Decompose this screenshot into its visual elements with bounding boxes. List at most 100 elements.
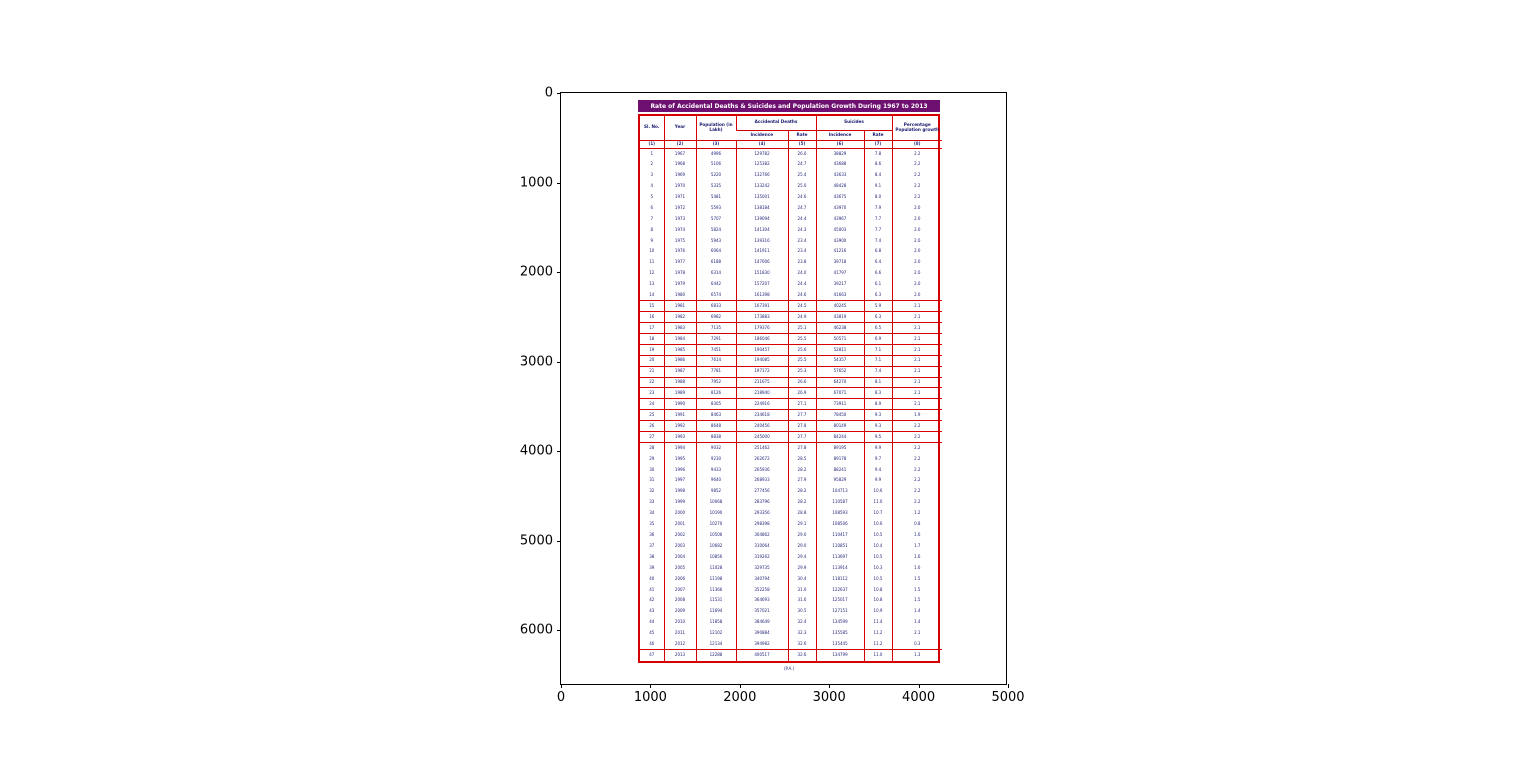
table-cell: 10.5 — [863, 529, 892, 541]
table-cell: 2011 — [663, 627, 696, 639]
table-cell: 0.3 — [891, 638, 942, 650]
table-cell: 46238 — [815, 322, 864, 334]
col-num-6: (6) — [815, 140, 864, 149]
table-cell: 43970 — [815, 202, 864, 214]
table-row: 23 1989 8126 218940 26.9 67071 8.3 2.1 — [640, 387, 942, 400]
table-cell: 24.6 — [787, 191, 816, 203]
table-cell: 132766 — [735, 169, 788, 181]
table-cell: 1.9 — [891, 409, 942, 422]
table-cell: 2.0 — [891, 213, 942, 225]
table-cell: 11198 — [695, 573, 736, 585]
table-cell: 25 — [640, 409, 664, 422]
table-row: 35 2001 10270 298398 29.1 108506 10.6 0.8 — [640, 518, 942, 530]
table-cell: 2013 — [663, 649, 696, 661]
y-tick-label: 4000 — [519, 443, 553, 459]
table-cell: 7.4 — [863, 235, 892, 247]
x-tick-mark — [1008, 684, 1009, 688]
table-cell: 2.2 — [891, 486, 942, 497]
table-cell: 11.0 — [863, 649, 892, 661]
table-row: 22 1988 7952 211675 26.6 64270 8.1 2.1 — [640, 376, 942, 389]
table-cell: 43900 — [815, 235, 864, 247]
table-cell: 9.3 — [863, 409, 892, 422]
table-cell: 245000 — [735, 431, 788, 443]
table-cell: 2.2 — [891, 180, 942, 192]
table-cell: 2009 — [663, 606, 696, 617]
table-cell: 1.6 — [891, 562, 942, 574]
table-cell: 1.5 — [891, 584, 942, 596]
table-cell: 9.1 — [863, 180, 892, 192]
table-cell: 2004 — [663, 551, 696, 563]
table-cell: 28.2 — [787, 497, 816, 508]
table-cell: 12134 — [695, 638, 736, 650]
table-cell: 1.4 — [891, 606, 942, 617]
table-cell: 7451 — [695, 343, 736, 356]
col-num-3: (3) — [695, 140, 736, 149]
table-cell: 25.5 — [787, 354, 816, 367]
x-tick-label: 1000 — [633, 690, 667, 705]
table-row: 46 2012 12134 394982 32.6 135445 11.2 0.3 — [640, 638, 942, 650]
table-cell: 1991 — [663, 409, 696, 422]
table-cell: 364693 — [735, 595, 788, 607]
table-cell: 28.5 — [787, 453, 816, 465]
y-tick-mark — [557, 182, 561, 184]
table-cell: 1994 — [663, 442, 696, 454]
table-row: 20 1986 7614 194085 25.5 54357 7.1 2.1 — [640, 354, 942, 367]
table-cell: 7.7 — [863, 224, 892, 236]
table-cell: 5824 — [695, 224, 736, 236]
table-cell: 18 — [640, 332, 664, 345]
table-cell: 141911 — [735, 246, 788, 258]
table-cell: 135001 — [735, 191, 788, 203]
table-body: 1 1967 4996 129782 26.0 38829 7.8 2.2 2 1968 5106 1… — [640, 148, 942, 661]
table-cell: 22 — [640, 376, 664, 389]
table-cell: 234618 — [735, 409, 788, 422]
table-cell: 73911 — [815, 398, 864, 411]
table-cell: 9230 — [695, 453, 736, 465]
table-cell: 6314 — [695, 267, 736, 279]
table-row: 21 1987 7781 197172 25.3 57652 7.4 2.1 — [640, 365, 942, 378]
table-cell: 262672 — [735, 453, 788, 465]
table-cell: 2008 — [663, 595, 696, 607]
table-cell: 2003 — [663, 540, 696, 552]
col-num-7: (7) — [863, 140, 892, 149]
y-tick-mark — [557, 540, 561, 542]
table-cell: 1.6 — [891, 529, 942, 541]
table-cell: 54357 — [815, 354, 864, 367]
table-cell: 7.1 — [863, 354, 892, 367]
table-cell: 64270 — [815, 376, 864, 389]
table-cell: 25.1 — [787, 322, 816, 334]
table-cell: 41663 — [815, 289, 864, 301]
table-cell: 10190 — [695, 507, 736, 519]
table-cell: 24.7 — [787, 158, 816, 170]
table-cell: 5707 — [695, 213, 736, 225]
table-cell: 218940 — [735, 387, 788, 400]
table-cell: 384649 — [735, 616, 788, 628]
table-cell: 8.3 — [863, 387, 892, 400]
x-tick-label: 0 — [556, 690, 566, 705]
table-cell: 42 — [649, 597, 655, 603]
x-tick-mark — [739, 684, 741, 688]
table-cell: 157207 — [735, 278, 788, 290]
table-cell: 110417 — [815, 529, 864, 541]
table-cell: 135585 — [815, 627, 864, 639]
table-cell: 1980 — [663, 289, 696, 301]
table-cell: 11.0 — [863, 497, 892, 508]
table-cell: 41216 — [815, 246, 864, 258]
table-cell: 10.3 — [863, 562, 892, 574]
table-cell: 108593 — [815, 507, 864, 519]
table-cell: 24.7 — [787, 202, 816, 214]
table-cell: 31.0 — [787, 584, 816, 596]
table-cell: 10.5 — [863, 573, 892, 585]
y-tick-label: 6000 — [519, 622, 553, 638]
table-cell: 5220 — [695, 169, 736, 181]
y-tick-mark — [557, 93, 561, 94]
table-cell: 43 — [649, 608, 655, 614]
table-row: 34 2000 10190 293356 28.8 108593 10.7 1.2 — [640, 507, 942, 519]
table-cell: 5481 — [695, 191, 736, 203]
table-row: 30 1996 9433 265936 28.2 88241 9.4 2.2 — [640, 464, 942, 476]
table-cell: 43675 — [815, 191, 864, 203]
table-cell: 138184 — [735, 202, 788, 214]
table-cell: 2 — [650, 161, 654, 167]
table-row: 12 1978 6314 151830 24.0 41797 6.6 2.0 — [640, 267, 942, 279]
table-cell: 1985 — [663, 343, 696, 356]
table-cell: 1969 — [663, 169, 696, 181]
